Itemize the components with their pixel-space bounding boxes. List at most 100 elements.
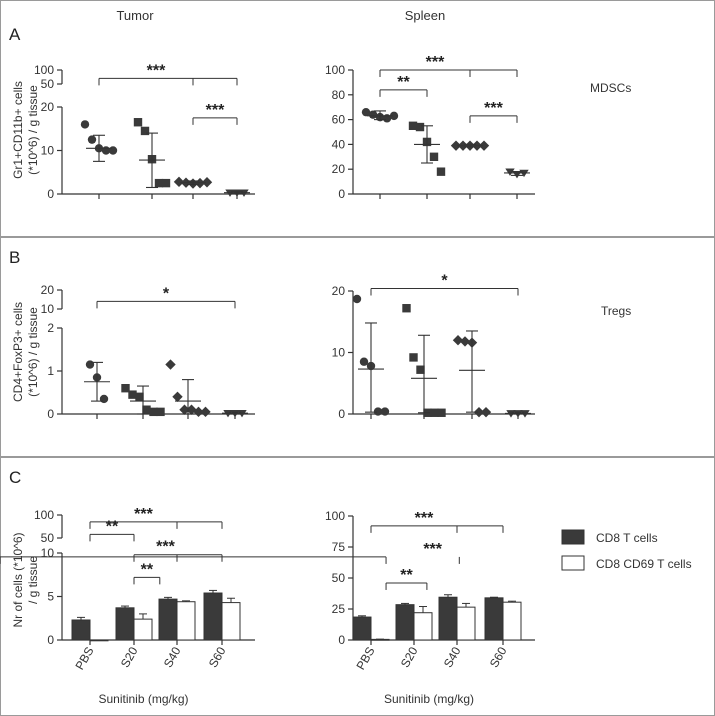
legend-label-cd8: CD8 T cells <box>596 531 658 545</box>
A-tumor-point-pbs <box>87 135 97 144</box>
B-tumor-sig-label: * <box>163 285 170 302</box>
panel-letter-c: C <box>9 468 21 487</box>
C-spleen-y-tick-label: 75 <box>332 540 346 554</box>
B-tumor-point-s20 <box>128 390 137 399</box>
A-tumor-point-s20 <box>140 126 150 136</box>
A-spleen-y-tick-label: 20 <box>332 162 346 176</box>
C-spleen-x-tick-label: S20 <box>398 644 421 670</box>
A-spleen-point-s60 <box>505 168 515 176</box>
B-spleen-y-tick-label: 10 <box>332 346 346 360</box>
C-tumor-x-axis-label: Sunitinib (mg/kg) <box>98 692 188 706</box>
B-spleen-sig-label: * <box>441 273 448 290</box>
A-spleen-point-s20 <box>415 122 425 132</box>
C-tumor-y-tick-label: 5 <box>47 590 54 604</box>
C-spleen-bar-cd8-s20 <box>395 604 415 641</box>
B-tumor-point-s40 <box>172 391 183 402</box>
legend-label-cd8-cd69: CD8 CD69 T cells <box>596 557 692 571</box>
A-tumor-sig-label: *** <box>147 62 166 79</box>
A-tumor-point-pbs <box>108 146 118 155</box>
B-spleen-point-s20 <box>437 408 446 417</box>
C-spleen-x-tick-label: PBS <box>353 645 377 673</box>
A-tumor-point-pbs <box>80 120 90 129</box>
C-spleen-bar-cd8-s60 <box>484 597 504 641</box>
B-spleen-point-s20 <box>402 304 411 313</box>
C-spleen-sig-label: *** <box>423 541 442 558</box>
A-spleen-y-tick-label: 0 <box>338 187 345 201</box>
B-tumor-point-s20 <box>135 392 144 401</box>
C-tumor-x-tick-label: PBS <box>72 645 96 673</box>
B-spleen-point-pbs <box>359 357 369 366</box>
C-tumor-y-tick-label: 100 <box>34 508 54 522</box>
C-spleen-x-tick-label: S60 <box>487 644 510 670</box>
C-tumor-sig-label: *** <box>156 539 175 556</box>
B-tumor-y-tick-label: 0 <box>47 407 54 421</box>
B-tumor-point-s40 <box>179 404 190 415</box>
B-tumor-point-s20 <box>142 405 151 414</box>
A-spleen-point-s20 <box>436 167 446 176</box>
A-tumor-point-s20 <box>161 178 171 188</box>
B-spleen-point-s20 <box>416 365 425 374</box>
C-spleen-y-tick-label: 50 <box>332 571 346 585</box>
B-tumor-y-tick-label: 1 <box>47 364 54 378</box>
y-axis-label-line: (*10^6) / g tissue <box>26 307 40 397</box>
y-axis-label-line: Nr of cells (*10^6) <box>11 533 25 628</box>
B-tumor-point-pbs <box>99 394 109 404</box>
row-label-tregs: Tregs <box>601 304 631 318</box>
legend-swatch-cd8-cd69 <box>561 555 585 571</box>
A-spleen-sig-label: *** <box>426 54 445 71</box>
C-spleen-bar-cd8-cd69-s60 <box>502 601 522 641</box>
C-tumor-bar-cd8-s60 <box>203 592 223 641</box>
A-spleen-point-s20 <box>408 121 418 130</box>
A-tumor-point-s40 <box>173 176 185 188</box>
A-tumor-point-s40 <box>201 177 213 188</box>
y-axis-label-b: CD4+FoxP3+ cells(*10^6) / g tissue <box>11 302 40 402</box>
C-spleen-y-tick-label: 25 <box>332 602 346 616</box>
C-tumor-y-tick-label: 0 <box>47 633 54 647</box>
B-tumor-point-s20 <box>149 407 158 417</box>
C-tumor-x-tick-label: S60 <box>206 644 229 670</box>
C-spleen-bar-cd8-cd69-s40 <box>456 606 476 641</box>
A-spleen-y-tick-label: 60 <box>332 113 346 127</box>
B-spleen-point-s40 <box>459 336 471 347</box>
A-tumor-point-s20 <box>154 178 164 188</box>
B-tumor-point-pbs <box>85 360 95 369</box>
y-axis-label-a: Gr1+CD11b+ cells(*10^6) / g tissue <box>11 81 40 179</box>
A-spleen-y-tick-label: 80 <box>332 88 346 102</box>
A-tumor-point-s20 <box>133 118 143 127</box>
C-tumor-bar-cd8-pbs <box>71 619 91 641</box>
B-tumor-point-s40 <box>165 359 176 370</box>
B-spleen-point-pbs <box>352 294 362 304</box>
B-spleen-point-s40 <box>473 406 485 418</box>
y-axis-label-line: (*10^6) / g tissue <box>26 85 40 175</box>
B-tumor-y-tick-label: 20 <box>41 283 55 297</box>
A-tumor-y-tick-label: 0 <box>47 187 54 201</box>
panel-letter-b: B <box>9 248 20 267</box>
C-tumor-x-tick-label: S20 <box>118 644 141 670</box>
y-axis-label-line: Gr1+CD11b+ cells <box>11 81 25 179</box>
B-spleen-y-tick-label: 20 <box>332 284 346 298</box>
C-spleen-bar-cd8-cd69-s20 <box>413 612 433 641</box>
B-spleen-point-s20 <box>430 408 439 417</box>
B-tumor-point-s20 <box>121 384 130 393</box>
C-spleen-y-tick-label: 0 <box>338 633 345 647</box>
A-tumor-sig-label: *** <box>206 102 225 119</box>
C-spleen-x-tick-label: S40 <box>441 644 464 670</box>
A-tumor-y-tick-label: 10 <box>41 144 55 158</box>
C-spleen-bar-cd8-pbs <box>352 616 372 641</box>
panel-letter-a: A <box>9 25 21 44</box>
y-axis-label-line: / g tissue <box>26 556 40 604</box>
B-spleen-point-s40 <box>480 406 492 418</box>
C-tumor-bar-cd8-s20 <box>115 607 135 641</box>
C-tumor-bar-cd8-cd69-s40 <box>176 601 196 641</box>
C-tumor-bar-cd8-cd69-s60 <box>221 602 241 641</box>
B-spleen-y-tick-label: 0 <box>338 407 345 421</box>
C-spleen-bar-cd8-s40 <box>438 596 458 641</box>
A-spleen-point-s20 <box>429 152 439 161</box>
row-label-mdscs: MDSCs <box>590 81 631 95</box>
C-spleen-sig-label: ** <box>400 567 413 584</box>
C-tumor-bar-cd8-cd69-s20 <box>133 618 153 641</box>
C-tumor-y-tick-label: 50 <box>41 531 55 545</box>
